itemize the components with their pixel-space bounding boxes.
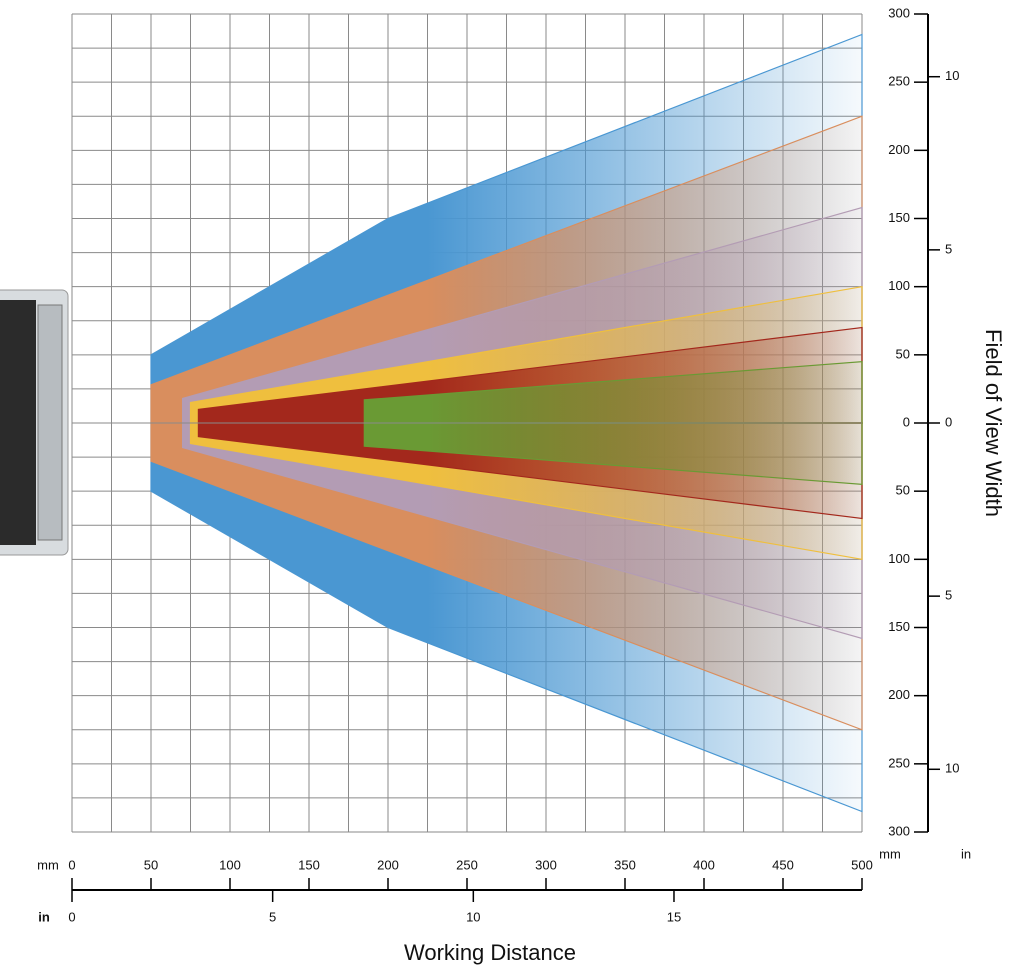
- y-tick-label: 200: [888, 142, 910, 157]
- x-tick-label: 0: [68, 857, 75, 872]
- y-tick-label: 100: [888, 551, 910, 566]
- x-tick-label: 50: [144, 857, 158, 872]
- x-axis-title: Working Distance: [404, 940, 576, 965]
- y-tick-label: 0: [903, 414, 910, 429]
- x-tick-label: 350: [614, 857, 636, 872]
- y-axis-title: Field of View Width: [981, 329, 1006, 517]
- x-unit: mm: [37, 857, 59, 872]
- x2-tick-label: 15: [667, 909, 681, 924]
- x-tick-label: 500: [851, 857, 873, 872]
- y2-tick-label: 10: [945, 761, 959, 776]
- y-tick-label: 100: [888, 278, 910, 293]
- y-tick-label: 150: [888, 619, 910, 634]
- y-tick-label: 50: [896, 483, 910, 498]
- x-tick-label: 150: [298, 857, 320, 872]
- x-tick-label: 250: [456, 857, 478, 872]
- y-tick-label: 300: [888, 823, 910, 838]
- y-unit: mm: [879, 846, 901, 861]
- y2-tick-label: 5: [945, 588, 952, 603]
- x-tick-label: 200: [377, 857, 399, 872]
- y2-tick-label: 10: [945, 68, 959, 83]
- y2-tick-label: 0: [945, 414, 952, 429]
- x-tick-label: 300: [535, 857, 557, 872]
- camera: [0, 289, 69, 556]
- x2-unit: in: [38, 909, 50, 924]
- x-tick-label: 400: [693, 857, 715, 872]
- y-tick-label: 50: [896, 346, 910, 361]
- y-tick-label: 250: [888, 755, 910, 770]
- y-tick-label: 250: [888, 74, 910, 89]
- x2-tick-label: 5: [269, 909, 276, 924]
- y-tick-label: 200: [888, 687, 910, 702]
- x2-tick-label: 0: [68, 909, 75, 924]
- x-tick-label: 450: [772, 857, 794, 872]
- y-tick-label: 150: [888, 210, 910, 225]
- x2-tick-label: 10: [466, 909, 480, 924]
- y-tick-label: 300: [888, 5, 910, 20]
- x-tick-label: 100: [219, 857, 241, 872]
- y2-unit: in: [961, 846, 971, 861]
- y2-tick-label: 5: [945, 241, 952, 256]
